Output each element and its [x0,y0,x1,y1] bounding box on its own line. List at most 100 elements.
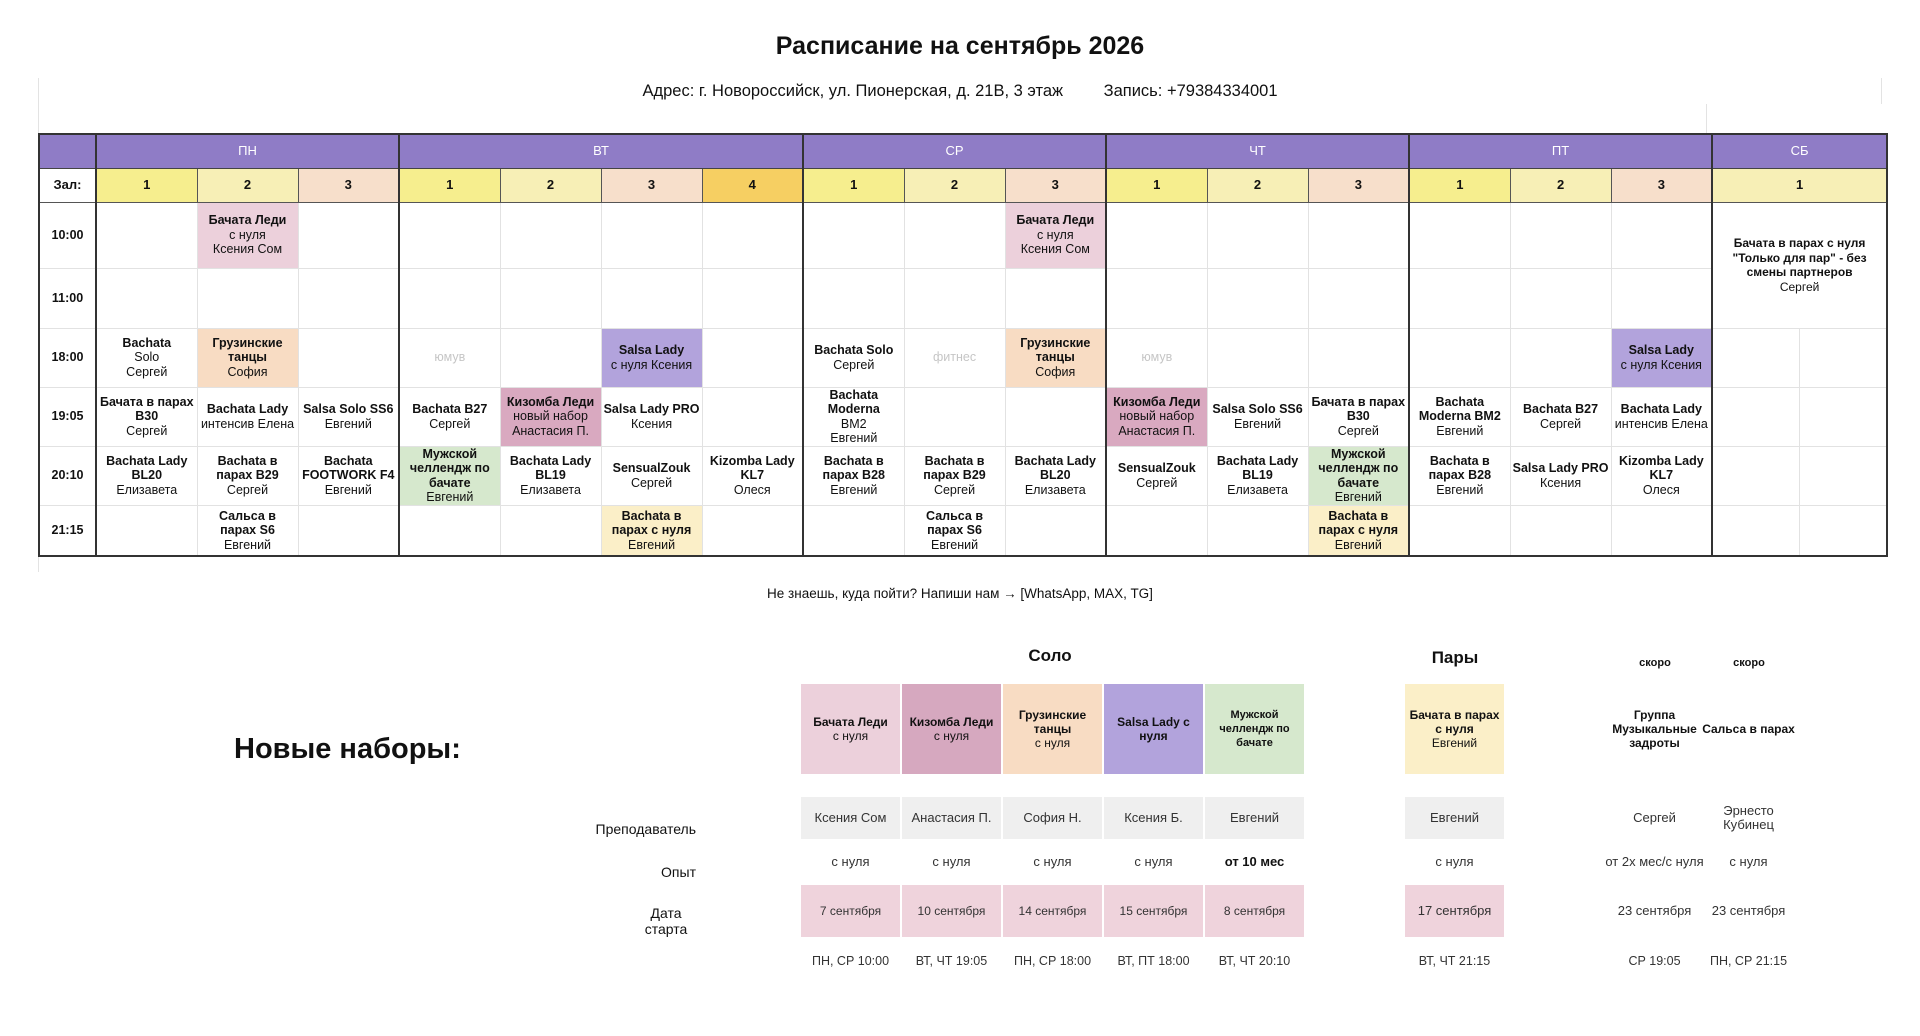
class-cell: Бачата в парах B30 Сергей [1307,386,1410,447]
experience-cell: с нуля [1033,854,1072,869]
class-cell: Bachata Lady BL20 Елизавета [95,445,198,506]
hall-number: 1 [1105,167,1208,203]
hall-number: 4 [701,167,804,203]
teacher-cell: Евгений [1405,797,1504,839]
class-cell: Salsa Lady PRO Ксения [1509,445,1612,506]
hall-number: 2 [499,167,602,203]
class-days-cell: ПН, СР 10:00 [811,954,890,968]
teacher-cell: Анастасия П. [902,797,1001,839]
teacher-cell: Ксения Сом [801,797,900,839]
start-date-cell: 8 сентября [1205,885,1304,937]
class-cell: Salsa Lady PRO Ксения [600,386,703,447]
days-header-row: ПН ВТ СР ЧТ ПТ СБ [38,133,1889,169]
class-cell: Bachata FOOTWORK F4 Евгений [297,445,400,506]
row-label-experience: Опыт [661,864,696,880]
class-cell: SensualZouk Сергей [1105,445,1208,506]
class-cell: Мужской челлендж по бачате Евгений [1307,445,1410,506]
class-cell: Кизомба Леди новый набор Анастасия П. [1105,386,1208,447]
class-days-cell: ВТ, ПТ 18:00 [1117,954,1190,968]
start-date-cell: 15 сентября [1104,885,1203,937]
class-cell: Бачата Леди с нуля Ксения Сом [1004,201,1107,269]
class-cell: Salsa Solo SS6 Евгений [297,386,400,447]
class-cell: фитнес [903,327,1006,388]
class-cell: Bachata Moderna BM2 Евгений [802,386,905,447]
class-cell: Грузинские танцы София [196,327,299,388]
hall-number: 3 [1307,167,1410,203]
hall-number: 1 [1711,167,1889,203]
phone-text: Запись: +79384334001 [1103,82,1278,100]
course-card: Грузинские танцы с нуля [1003,684,1102,774]
class-days-cell: ПН, СР 18:00 [1013,954,1092,968]
hall-number: 3 [1610,167,1713,203]
class-cell: Bachata Lady BL20 Елизавета [1004,445,1107,506]
teacher-cell: Эрнесто Кубинец [1723,803,1774,832]
experience-cell: от 10 мес [1224,854,1285,869]
hall-number: 1 [802,167,905,203]
time-label: 21:15 [38,504,97,557]
row-label-teacher: Преподаватель [595,821,696,837]
hall-number: 2 [1206,167,1309,203]
class-cell: SensualZouk Сергей [600,445,703,506]
class-cell: Kizomba Lady KL7 Олеся [1610,445,1713,506]
class-cell: Salsa Lady с нуля Ксения [600,327,703,388]
course-card: Мужской челлендж по бачате [1205,684,1304,774]
class-cell: юмув [1105,327,1208,388]
hall-number: 3 [1004,167,1107,203]
class-cell: Бачата в парах B30 Сергей [95,386,198,447]
time-row-1000: 10:00 Бачата Леди с нуля Ксения Сом Бачата… [38,201,1889,329]
time-label: 10:00 [38,201,97,269]
schedule-table: ПН ВТ СР ЧТ ПТ СБ Зал: 1 2 3 1 2 3 4 1 2… [38,133,1889,557]
class-cell: Bachata в парах B29 Сергей [196,445,299,506]
start-date-cell: 17 сентября [1405,885,1504,937]
course-card: Группа Музыкальные задроты [1612,708,1697,750]
solo-heading: Соло [1028,646,1072,665]
class-cell: Бачата в парах с нуля "Только для пар" -… [1711,201,1889,329]
class-cell: Bachata в парах B29 Сергей [903,445,1006,506]
teacher-cell: Ксения Б. [1104,797,1203,839]
start-date-cell: 23 сентября [1711,903,1786,918]
day-header-sat: СБ [1711,133,1889,169]
experience-cell: с нуля [932,854,971,869]
contact-line: Адрес: г. Новороссийск, ул. Пионерская, … [0,82,1920,101]
teacher-cell: София Н. [1003,797,1102,839]
class-days-cell: ВТ, ЧТ 19:05 [915,954,988,968]
row-label-start: Дата старта [644,905,688,937]
time-label: 19:05 [38,386,97,447]
hall-number: 1 [1408,167,1511,203]
course-card: Бачата Леди с нуля [801,684,900,774]
new-groups-title: Новые наборы: [234,733,461,765]
class-cell: Bachata Moderna BM2 Евгений [1408,386,1511,447]
class-cell: Bachata B27 Сергей [398,386,501,447]
start-date-cell: 23 сентября [1617,903,1692,918]
start-date-cell: 14 сентября [1003,885,1102,937]
class-cell: Кизомба Леди новый набор Анастасия П. [499,386,602,447]
experience-cell: с нуля [1729,854,1768,869]
class-days-cell: ВТ, ЧТ 20:10 [1218,954,1291,968]
pairs-heading: Пары [1431,648,1479,667]
experience-cell: от 2х мес/с нуля [1605,854,1704,869]
hall-number: 2 [196,167,299,203]
hall-label: Зал: [38,167,97,203]
class-cell: Сальса в парах S6 Евгений [903,504,1006,557]
course-card: Бачата в парах с нуля Евгений [1405,684,1504,774]
halls-header-row: Зал: 1 2 3 1 2 3 4 1 2 3 1 2 3 1 2 3 1 [38,167,1889,203]
time-row-1905: 19:05 Бачата в парах B30 Сергей Bachata L… [38,386,1889,447]
class-cell: Bachata Solo Сергей [95,327,198,388]
teacher-cell: Сергей [1633,810,1676,825]
time-label: 18:00 [38,327,97,388]
class-cell: Bachata Lady интенсив Елена [196,386,299,447]
class-cell: Сальса в парах S6 Евгений [196,504,299,557]
day-header-wed: СР [802,133,1107,169]
class-cell: юмув [398,327,501,388]
class-cell: Bachata в парах B28 Евгений [802,445,905,506]
time-label: 20:10 [38,445,97,506]
class-cell: Bachata Lady BL19 Елизавета [499,445,602,506]
experience-cell: с нуля [1134,854,1173,869]
hall-number: 2 [903,167,1006,203]
class-cell: Salsa Lady с нуля Ксения [1610,327,1713,388]
class-cell: Bachata в парах B28 Евгений [1408,445,1511,506]
class-days-cell: СР 19:05 [1628,954,1681,968]
class-cell: Kizomba Lady KL7 Олеся [701,445,804,506]
course-card: Кизомба Леди с нуля [902,684,1001,774]
time-label: 11:00 [38,267,97,329]
